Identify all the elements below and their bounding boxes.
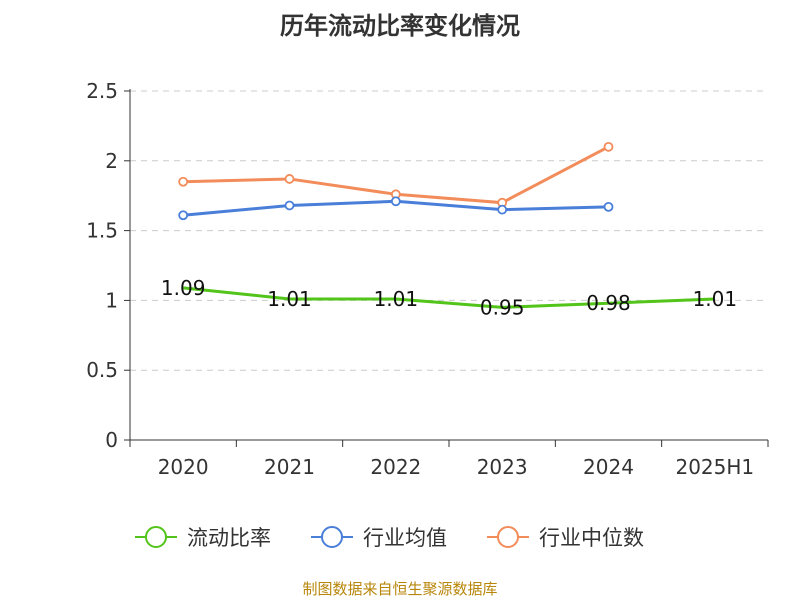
y-tick-label: 1 — [105, 288, 118, 312]
legend-label[interactable]: 行业均值 — [363, 526, 447, 550]
x-tick-label: 2024 — [583, 455, 634, 479]
data-point-行业均值 — [284, 200, 295, 211]
data-label: 0.98 — [586, 291, 631, 315]
data-label: 0.95 — [480, 295, 525, 319]
legend-label[interactable]: 流动比率 — [187, 526, 271, 550]
x-tick-label: 2021 — [264, 455, 315, 479]
x-tick-label: 2023 — [477, 455, 528, 479]
chart-title: 历年流动比率变化情况 — [280, 12, 520, 40]
y-tick-label: 0 — [105, 428, 118, 452]
y-tick-label: 1.5 — [86, 219, 118, 243]
data-point-行业中位数 — [178, 176, 189, 187]
data-label: 1.09 — [161, 276, 206, 300]
legend-label[interactable]: 行业中位数 — [539, 526, 644, 550]
data-source-note: 制图数据来自恒生聚源数据库 — [302, 580, 498, 598]
data-point-行业中位数 — [603, 141, 614, 152]
legend-marker-行业中位数[interactable] — [497, 526, 519, 548]
data-point-行业中位数 — [284, 174, 295, 184]
data-point-行业均值 — [603, 201, 614, 212]
series-line-流动比率 — [183, 286, 715, 309]
legend-marker-流动比率[interactable] — [145, 526, 167, 548]
data-label: 1.01 — [693, 287, 738, 311]
data-point-行业均值 — [390, 196, 401, 207]
legend-marker-行业均值[interactable] — [321, 526, 343, 548]
x-tick-label: 2020 — [158, 455, 209, 479]
y-tick-label: 2 — [105, 149, 118, 173]
y-tick-label: 0.5 — [86, 358, 118, 382]
x-tick-label: 2022 — [370, 455, 421, 479]
x-tick-label: 2025H1 — [675, 455, 754, 479]
data-label: 1.01 — [374, 287, 419, 311]
data-label: 1.01 — [267, 287, 312, 311]
data-point-行业均值 — [497, 204, 508, 215]
data-point-行业均值 — [178, 210, 189, 221]
y-tick-label: 2.5 — [86, 79, 118, 103]
